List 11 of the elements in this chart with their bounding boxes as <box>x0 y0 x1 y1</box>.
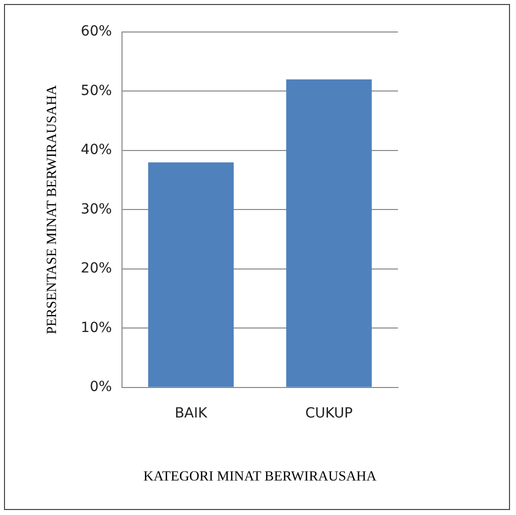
y-tick-label: 30% <box>80 201 112 218</box>
x-tick-label: BAIK <box>174 405 208 422</box>
y-axis-title: PERSENTASE MINAT BERWIRAUSAHA <box>45 84 60 334</box>
y-tick-label: 50% <box>80 82 112 99</box>
y-tick-label: 60% <box>80 24 112 40</box>
y-tick-label: 40% <box>80 142 112 158</box>
y-tick-label: 20% <box>80 260 112 277</box>
x-axis-title: KATEGORI MINAT BERWIRAUSAHA <box>143 469 378 484</box>
x-tick-label: CUKUP <box>305 405 353 422</box>
y-tick-label: 10% <box>80 320 112 336</box>
y-tick-label: 0% <box>90 379 112 396</box>
